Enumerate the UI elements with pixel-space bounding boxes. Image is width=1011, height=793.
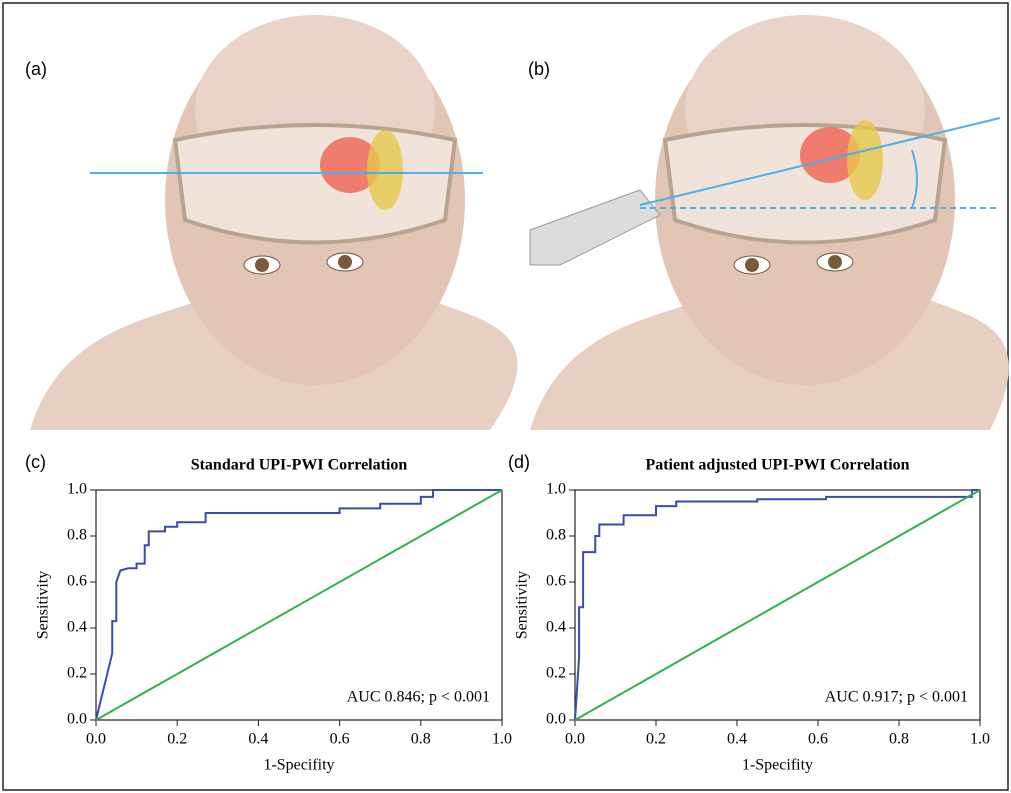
x-tick-label: 0.8 bbox=[889, 731, 909, 748]
x-axis-label: 1-Specifity bbox=[742, 757, 813, 774]
y-tick-label: 0.6 bbox=[67, 573, 87, 590]
annotation: AUC 0.846; p < 0.001 bbox=[347, 689, 490, 706]
y-tick-label: 0.4 bbox=[546, 619, 566, 636]
y-tick-label: 1.0 bbox=[67, 481, 87, 498]
x-tick-label: 1.0 bbox=[970, 731, 990, 748]
x-tick-label: 0.2 bbox=[646, 731, 666, 748]
y-axis-label: Sensitivity bbox=[514, 571, 531, 639]
x-tick-label: 0.8 bbox=[411, 731, 431, 748]
x-tick-label: 0.0 bbox=[565, 731, 585, 748]
x-tick-label: 0.2 bbox=[167, 731, 187, 748]
y-tick-label: 0.0 bbox=[67, 711, 87, 728]
annotation: AUC 0.917; p < 0.001 bbox=[825, 689, 968, 706]
y-tick-label: 0.2 bbox=[67, 665, 87, 682]
x-tick-label: 0.0 bbox=[86, 731, 106, 748]
y-tick-label: 1.0 bbox=[546, 481, 566, 498]
x-tick-label: 0.4 bbox=[248, 731, 268, 748]
y-tick-label: 0.6 bbox=[546, 573, 566, 590]
y-axis-label: Sensitivity bbox=[35, 571, 52, 639]
x-tick-label: 0.4 bbox=[727, 731, 747, 748]
x-tick-label: 1.0 bbox=[492, 731, 512, 748]
panel-label: (d) bbox=[508, 452, 530, 472]
panel-label: (a) bbox=[25, 59, 47, 79]
y-tick-label: 0.2 bbox=[546, 665, 566, 682]
y-tick-label: 0.8 bbox=[546, 527, 566, 544]
panel-label: (c) bbox=[25, 452, 46, 472]
panel-label: (b) bbox=[528, 59, 550, 79]
chart-title: Standard UPI-PWI Correlation bbox=[191, 457, 408, 474]
figure: (a) (b) (c) (d) Standard UPI-PWI Correla… bbox=[0, 0, 1011, 793]
x-axis-label: 1-Specifity bbox=[263, 757, 334, 774]
y-tick-label: 0.0 bbox=[546, 711, 566, 728]
x-tick-label: 0.6 bbox=[330, 731, 350, 748]
x-tick-label: 0.6 bbox=[808, 731, 828, 748]
y-tick-label: 0.8 bbox=[67, 527, 87, 544]
y-tick-label: 0.4 bbox=[67, 619, 87, 636]
chart-title: Patient adjusted UPI-PWI Correlation bbox=[645, 457, 909, 474]
